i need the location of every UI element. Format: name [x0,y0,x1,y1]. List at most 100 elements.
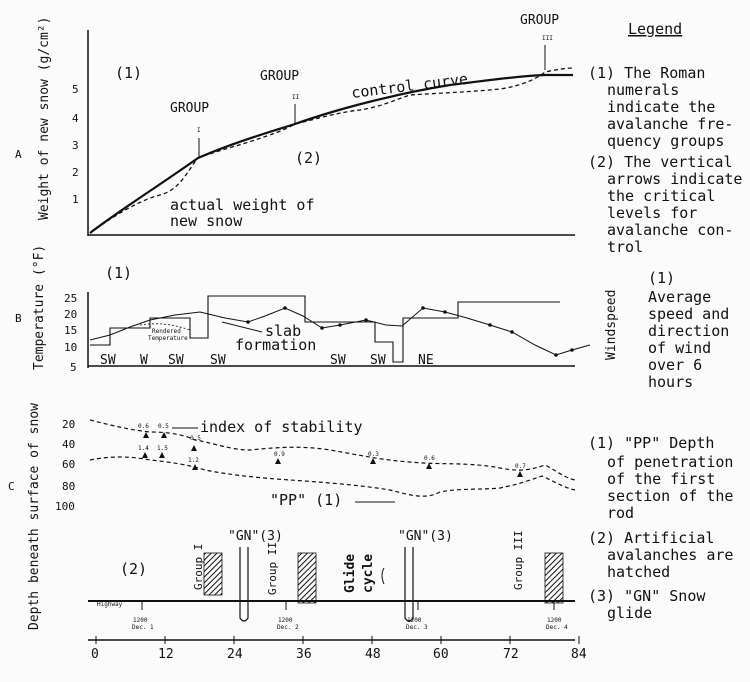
x-tick-48: 48 [365,647,381,662]
panel-c-letter: C [8,480,15,493]
panel-a-letter: A [15,148,22,161]
stability-value-4: 1.4 [138,445,149,452]
x-tick-24: 24 [227,647,243,662]
legend-c2-line-1: (2) Artificial [588,529,714,547]
legend-c2-line-3: hatched [607,563,670,581]
glide-bracket [381,567,385,585]
wind-dir-3: SW [168,353,184,368]
legend-a1-line-1: (1) The Roman [588,64,705,82]
panel-a-ytick-4: 4 [72,112,79,125]
cycle-label: cycle [361,554,376,593]
panel-c-ylabel: Depth beneath surface of snow [27,403,42,630]
legend-a2-line-5: avalanche con- [607,221,733,239]
date-4-time: 1200 [547,617,562,624]
panel-c-ytick-100: 100 [55,500,75,513]
panel-c-ytick-60: 60 [62,458,75,471]
x-tick-0: 0 [91,647,99,662]
panel-b-ytick-10: 10 [64,341,77,354]
group-ii-label: GROUP [260,69,299,84]
x-tick-72: 72 [503,647,519,662]
stability-label: index of stability [200,418,363,436]
wind-dir-7: NE [418,353,434,368]
snow-glide-1 [239,547,249,622]
group-iii-label: GROUP [520,13,559,28]
x-tick-84: 84 [571,647,587,662]
wind-dir-4: SW [210,353,226,368]
legend-a2-line-4: levels for [607,204,697,222]
legend-b1-line-5: of wind [648,339,711,357]
panel-b-ylabel: Temperature (°F) [32,245,47,370]
panel-a-ytick-1: 1 [72,193,79,206]
panel-b-ytick-15: 15 [64,324,77,337]
legend-b1-line-1: (1) [648,269,675,287]
pp-depth-curve [89,456,576,497]
temperature-small-label: Temperature [148,335,188,342]
wind-dir-6: SW [370,353,386,368]
date-2-time: 1200 [278,617,293,624]
group-ii-bottom-label: Group II [266,542,279,595]
panel-b-mark-1: (1) [105,264,132,282]
panel-b-letter: B [15,312,22,325]
x-tick-36: 36 [296,647,312,662]
temperature-points [246,306,574,357]
panel-a-mark-1: (1) [115,64,142,82]
formation-label: formation [235,336,316,354]
legend-b1-line-6: over 6 [648,356,702,374]
legend-a2-line-3: the critical [607,187,715,205]
stability-value-5: 1.5 [157,445,168,452]
stability-value-7: 0.9 [274,451,285,458]
date-3-day: Dec. 3 [406,624,428,631]
slab-label: slab [265,322,301,340]
gn-label-2: "GN"(3) [398,529,453,544]
legend-c1-line-5: rod [607,504,634,522]
slab-pointer [221,321,263,333]
stability-curve-upper [89,419,576,481]
legend-a1-line-3: indicate the [607,98,715,116]
x-tick-12: 12 [158,647,174,662]
stability-value-1: 0.6 [138,423,149,430]
glide-label: Glide [343,554,358,593]
panel-a-mark-2: (2) [295,149,322,167]
panel-c-mark-2: (2) [120,560,147,578]
panel-b-ytick-5: 5 [70,361,77,374]
stability-value-10: 0.7 [515,463,526,470]
artificial-avalanche-1 [203,552,223,596]
legend-c1-line-2: of penetration [607,453,733,471]
legend-c3-line-1: (3) "GN" Snow [588,587,706,605]
panel-c-ytick-40: 40 [62,438,75,451]
stability-value-8: 0.3 [368,451,379,458]
panel-a-ylabel: Weight of new snow (g/cm²) [37,17,52,221]
stability-value-2: 0.5 [158,423,169,430]
stability-value-6: 1.2 [188,457,199,464]
date-4-day: Dec. 4 [546,624,568,631]
panel-b-ytick-25: 25 [64,292,77,305]
gn-label-1: "GN"(3) [228,529,283,544]
snow-glide-2 [404,547,414,622]
legend-c2-line-2: avalanches are [607,546,733,564]
panel-c-ytick-20: 20 [62,418,75,431]
legend-b1-line-2: Average [648,288,711,306]
legend-a2-line-1: (2) The vertical [588,153,733,171]
artificial-avalanche-3 [544,552,564,604]
actual-weight-curve [89,67,574,234]
highway-label: Highway [97,601,123,608]
group-ii-numeral: II [292,94,300,101]
date-2-day: Dec. 2 [277,624,299,631]
legend-b1-line-4: direction [648,322,729,340]
rendered-label: Rendered [152,328,181,335]
panel-a-ytick-3: 3 [72,139,79,152]
date-1-day: Dec. 1 [132,624,154,631]
panel-c: C Depth beneath surface of snow 20 40 60… [8,403,576,631]
actual-weight-label-1: actual weight of [170,196,315,214]
panel-a-ytick-2: 2 [72,166,79,179]
actual-weight-label-2: new snow [170,212,243,230]
legend-title: Legend [628,20,682,38]
date-3-time: 1200 [407,617,422,624]
stability-markers [142,432,523,477]
legend-a2-line-2: arrows indicate [607,170,742,188]
panel-b-ytick-20: 20 [64,308,77,321]
legend-b1-line-3: speed and [648,305,729,323]
windspeed-label: Windspeed [604,290,619,360]
legend-a2-line-6: trol [607,238,643,256]
